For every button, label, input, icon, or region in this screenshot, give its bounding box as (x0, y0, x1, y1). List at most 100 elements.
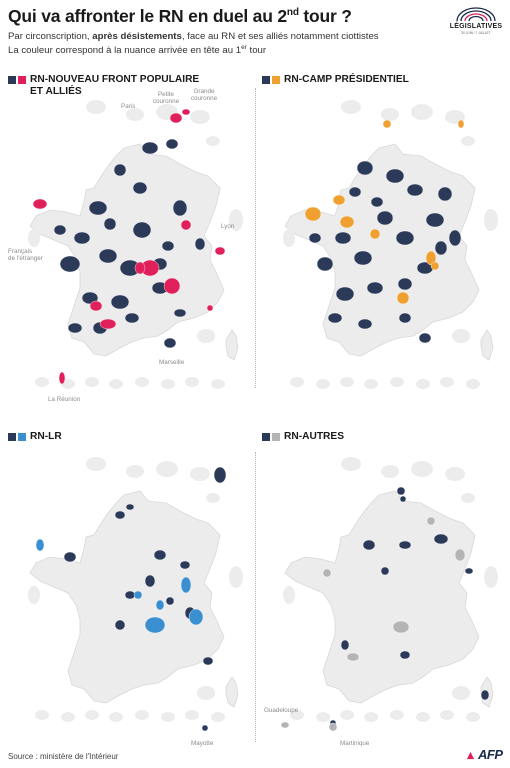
rn-lr-circonscription (153, 549, 167, 561)
ensemble-circonscription (332, 194, 346, 206)
subtitle-color-note: La couleur correspond à la nuance arrivé… (8, 43, 267, 56)
label-petite-couronne: Petite couronne (152, 91, 180, 105)
rn-autres-circonscription (380, 566, 390, 576)
rn-ensemble-circonscription (398, 312, 412, 324)
legend-swatch-rn (262, 433, 270, 441)
ile-de-france-inset (411, 104, 433, 120)
map-autres (280, 457, 498, 732)
corse-shape (225, 676, 239, 708)
autres-circonscription (322, 568, 332, 578)
panel-title-autres: RN-AUTRES (284, 431, 344, 442)
rn-lr-circonscription (114, 510, 126, 520)
legend-swatch-lr (18, 433, 26, 441)
etranger-inset (28, 586, 40, 604)
overseas-territory-shape (35, 710, 49, 720)
ile-de-france-inset (126, 465, 144, 478)
rn-nfp-circonscription (59, 255, 81, 273)
rn-ensemble-circonscription (448, 229, 462, 247)
lr-circonscription (180, 576, 192, 594)
rn-autres-circonscription (398, 540, 412, 550)
rn-ensemble-circonscription (376, 210, 394, 226)
lr-circonscription (155, 599, 165, 611)
nfp-circonscription (89, 300, 103, 312)
panel-divider (255, 88, 256, 388)
label-guadeloupe: Guadeloupe (264, 707, 299, 714)
rn-lr-circonscription (63, 551, 77, 563)
label-grande-couronne: Grande couronne (190, 88, 218, 102)
rn-nfp-circonscription (161, 240, 175, 252)
rn-nfp-circonscription (88, 200, 108, 216)
rn-nfp-circonscription (67, 322, 83, 334)
rn-nfp-circonscription (124, 312, 140, 324)
label-marseille: Marseille (159, 359, 185, 366)
legend-swatch-rn (8, 76, 16, 84)
rn-ensemble-circonscription (418, 332, 432, 344)
autres-circonscription (392, 620, 410, 634)
overseas-territory-shape (185, 377, 199, 387)
lyon-inset (484, 566, 498, 588)
ile-de-france-inset (156, 461, 178, 477)
rn-autres-circonscription (433, 533, 449, 545)
rn-ensemble-circonscription (406, 183, 424, 197)
ile-de-france-inset (206, 136, 220, 146)
corse-shape (480, 329, 494, 361)
autres-circonscription (454, 548, 466, 562)
nfp-circonscription (169, 112, 183, 124)
overseas-territory-shape (109, 712, 123, 722)
rn-nfp-circonscription (173, 308, 187, 318)
nfp-circonscription (163, 277, 181, 295)
ensemble-circonscription (457, 119, 465, 129)
ile-de-france-inset (190, 467, 210, 481)
rn-ensemble-circonscription (370, 196, 384, 208)
rn-ensemble-circonscription (335, 286, 355, 302)
rn-nfp-circonscription (132, 181, 148, 195)
overseas-territory-shape (316, 712, 330, 722)
rn-autres-circonscription (399, 650, 411, 660)
rn-ensemble-circonscription (425, 212, 445, 228)
overseas-territory-shape (416, 712, 430, 722)
marseille-inset (452, 329, 470, 343)
legend-swatch-autres (272, 433, 280, 441)
overseas-territory-shape (211, 379, 225, 389)
marseille-inset (452, 686, 470, 700)
ensemble-circonscription (430, 261, 440, 271)
rn-ensemble-circonscription (308, 232, 322, 244)
rn-lr-circonscription (165, 596, 175, 606)
marseille-inset (197, 686, 215, 700)
legend-swatch-nfp (18, 76, 26, 84)
ile-de-france-inset (86, 457, 106, 471)
label-la-reunion: La Réunion (48, 396, 81, 403)
rn-lr-circonscription (114, 619, 126, 631)
page-title: Qui va affronter le RN en duel au 2nd to… (8, 6, 352, 26)
lr-circonscription (144, 616, 166, 634)
rn-nfp-circonscription (165, 138, 179, 150)
legend-swatch-rn (8, 433, 16, 441)
legend-swatch-rn (262, 76, 270, 84)
ile-de-france-inset (381, 465, 399, 478)
overseas-territory-shape (161, 712, 175, 722)
rn-autres-circonscription (399, 495, 407, 503)
ile-de-france-inset (341, 100, 361, 114)
nfp-circonscription (180, 219, 192, 231)
ile-de-france-inset (190, 110, 210, 124)
rn-autres-circonscription (480, 689, 490, 701)
overseas-territory-shape (35, 377, 49, 387)
rn-nfp-circonscription (141, 141, 159, 155)
france-mainland-shape (284, 143, 480, 357)
overseas-territory-shape (440, 710, 454, 720)
overseas-territory-shape (440, 377, 454, 387)
afp-logo-icon (466, 751, 475, 760)
rn-ensemble-circonscription (434, 240, 448, 256)
overseas-territory-shape (161, 379, 175, 389)
lr-circonscription (188, 608, 204, 626)
rn-nfp-circonscription (73, 231, 91, 245)
rn-autres-circonscription (464, 567, 474, 575)
label-martinique: Martinique (340, 740, 370, 747)
rn-autres-circonscription (396, 486, 406, 496)
rn-ensemble-circonscription (437, 186, 453, 202)
rn-lr-circonscription (201, 724, 209, 732)
map-lr (28, 457, 243, 732)
rn-nfp-circonscription (194, 237, 206, 251)
rn-lr-circonscription (144, 574, 156, 588)
subtitle: Par circonscription, après désistements,… (8, 31, 379, 42)
